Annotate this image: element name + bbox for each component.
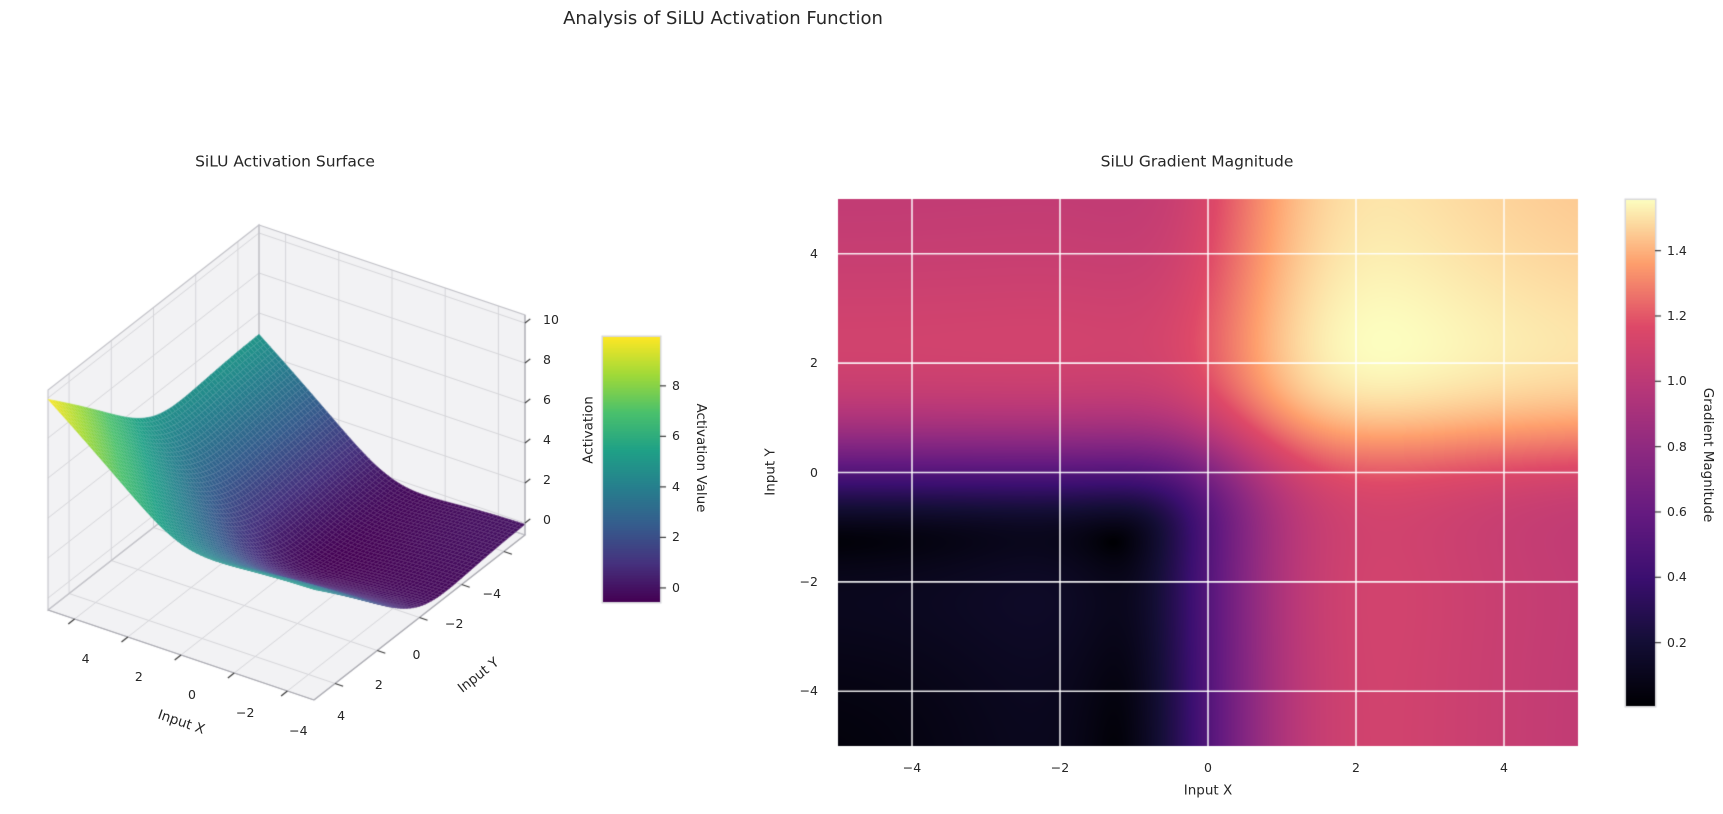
heatmap-x-tick-label: 2 [1352, 759, 1360, 775]
heatmap-colorbar-tick-label: 0.6 [1667, 503, 1687, 519]
surface-x-tick-label: 0 [188, 686, 196, 702]
surface-z-tick-label: 0 [543, 511, 551, 527]
heatmap-y-tick-label: 4 [810, 245, 818, 261]
heatmap-colorbar-tick-label: 1.2 [1667, 307, 1687, 323]
surface-z-tick-label: 2 [543, 471, 551, 487]
heatmap-yaxis-label: Input Y [762, 448, 779, 496]
heatmap-title: SiLU Gradient Magnitude [1100, 152, 1294, 171]
heatmap-y-tick-label: −4 [799, 683, 818, 699]
heatmap-colorbar-tick-label: 0.4 [1667, 569, 1687, 585]
heatmap-x-tick-label: −2 [1050, 759, 1070, 775]
surface-x-tick-label: −2 [235, 704, 255, 720]
surface-colorbar-tick-label: 0 [672, 579, 680, 595]
surface-x-tick-label: 4 [81, 650, 90, 666]
heatmap-colorbar-tick-label: 0.2 [1667, 634, 1687, 650]
surface-title: SiLU Activation Surface [195, 152, 375, 171]
surface-x-tick-label: 2 [134, 668, 143, 684]
surface-y-tick-label: 0 [412, 646, 421, 662]
surface-y-tick-label: −2 [444, 615, 464, 631]
surface-colorbar-label: Activation Value [692, 403, 709, 513]
heatmap-y-tick-label: 2 [810, 354, 818, 370]
heatmap-colorbar-tick-label: 1.0 [1667, 373, 1687, 389]
heatmap-x-tick-label: 4 [1500, 759, 1508, 775]
surface-y-tick-label: 4 [337, 707, 346, 723]
surface-z-tick-label: 10 [543, 311, 559, 327]
surface-z-tick-label: 8 [543, 351, 551, 367]
heatmap-y-tick-label: −2 [799, 573, 818, 589]
heatmap-xaxis-label: Input X [1183, 782, 1233, 799]
surface-zaxis-label: Activation [580, 396, 597, 464]
surface-colorbar-tick-label: 4 [672, 478, 680, 494]
heatmap-y-tick-label: 0 [810, 464, 818, 480]
surface-colorbar-tick-label: 8 [672, 377, 680, 393]
surface-y-tick-label: 2 [374, 676, 383, 692]
heatmap-x-tick-label: 0 [1204, 759, 1212, 775]
heatmap-colorbar-tick-label: 1.4 [1667, 242, 1687, 258]
heatmap-x-tick-label: −4 [902, 759, 922, 775]
surface-z-tick-label: 4 [543, 431, 551, 447]
figure-title: Analysis of SiLU Activation Function [563, 8, 883, 29]
surface-x-tick-label: −4 [289, 722, 308, 738]
surface-colorbar-tick-label: 2 [672, 529, 680, 545]
heatmap-colorbar-tick-label: 0.8 [1667, 438, 1687, 454]
surface-colorbar-tick-label: 6 [672, 428, 680, 444]
surface-z-tick-label: 6 [543, 391, 551, 407]
heatmap-colorbar-label: Gradient Magnitude [1699, 387, 1716, 523]
surface-y-tick-label: −4 [482, 585, 502, 601]
